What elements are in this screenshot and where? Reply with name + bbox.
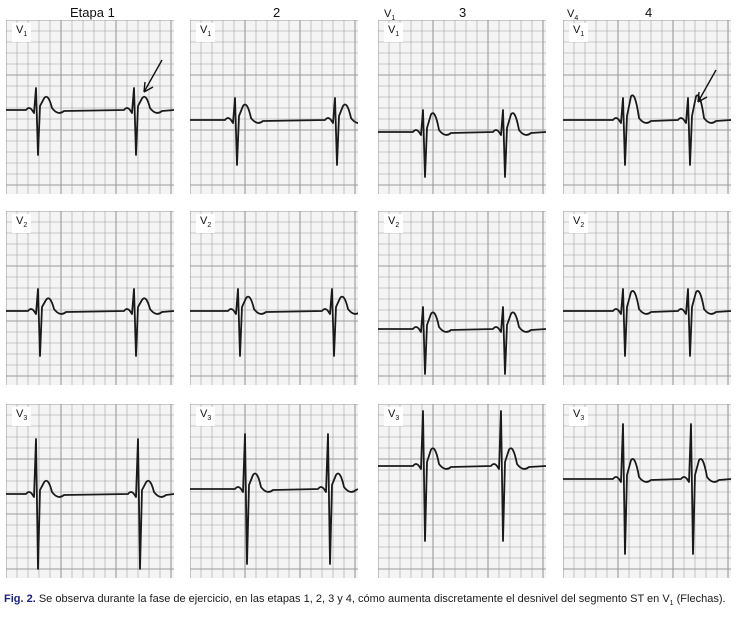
ecg-panel-row2-stage4: V2 [563, 211, 731, 385]
lead-tag: V1 [12, 23, 32, 43]
stage-label-2: 2 [273, 5, 281, 20]
ecg-panel-row3-stage2: V3 [190, 404, 358, 578]
ecg-trace-svg [378, 211, 546, 385]
ecg-trace-svg [563, 211, 731, 385]
lead-tag: V2 [12, 214, 32, 234]
ecg-trace-svg [563, 20, 731, 194]
ecg-trace-svg [190, 404, 358, 578]
ecg-paper [563, 404, 731, 578]
lead-tag: V1 [196, 23, 216, 43]
caption-text: Se observa durante la fase de ejercicio,… [35, 593, 670, 605]
ecg-trace-svg [6, 20, 174, 194]
ecg-trace-svg [378, 404, 546, 578]
caption-tail: (Flechas). [673, 593, 726, 605]
lead-tag: V2 [569, 214, 589, 234]
ecg-waveform [190, 433, 358, 565]
caption-fig-number: Fig. 2. [4, 593, 36, 605]
ecg-waveform [378, 410, 546, 542]
stage-label-3: 3 [459, 5, 467, 20]
ecg-waveform [378, 109, 546, 178]
lead-tag: V2 [384, 214, 404, 234]
corner-lead-stage-3: V1 [384, 8, 396, 23]
st-arrow-icon [143, 59, 163, 93]
lead-tag: V3 [569, 407, 589, 427]
ecg-waveform [563, 423, 731, 555]
ecg-trace-svg [6, 404, 174, 578]
ecg-trace-svg [190, 20, 358, 194]
ecg-paper [378, 211, 546, 385]
lead-tag: V1 [384, 23, 404, 43]
ecg-paper [378, 20, 546, 194]
ecg-waveform [6, 288, 174, 357]
stage-label-4: 4 [645, 5, 653, 20]
ecg-panel-row1-stage2: V1 [190, 20, 358, 194]
lead-tag: V2 [196, 214, 216, 234]
ecg-panel-row1-stage4: V1 [563, 20, 731, 194]
ecg-waveform [6, 87, 174, 156]
ecg-waveform [190, 97, 358, 166]
ecg-paper [190, 211, 358, 385]
ecg-panel-row2-stage3: V2 [378, 211, 546, 385]
ecg-trace-svg [378, 20, 546, 194]
stage-label-1: Etapa 1 [70, 5, 115, 20]
ecg-panel-row1-stage3: V1 [378, 20, 546, 194]
ecg-waveform [563, 94, 731, 166]
caption-sub: 1 [669, 600, 674, 608]
lead-tag: V3 [196, 407, 216, 427]
ecg-trace-svg [6, 211, 174, 385]
ecg-waveform [6, 438, 174, 570]
ecg-panel-row3-stage1: V3 [6, 404, 174, 578]
corner-lead-stage-4: V4 [567, 8, 579, 23]
ecg-paper [6, 211, 174, 385]
ecg-paper [190, 20, 358, 194]
ecg-trace-svg [190, 211, 358, 385]
ecg-trace-svg [563, 404, 731, 578]
ecg-waveform [190, 288, 358, 357]
lead-tag: V1 [569, 23, 589, 43]
ecg-paper [378, 404, 546, 578]
lead-tag: V3 [384, 407, 404, 427]
figure-caption: Fig. 2. Se observa durante la fase de ej… [4, 592, 744, 611]
lead-tag: V3 [12, 407, 32, 427]
ecg-panel-row2-stage1: V2 [6, 211, 174, 385]
ecg-panel-row3-stage3: V3 [378, 404, 546, 578]
ecg-panel-row3-stage4: V3 [563, 404, 731, 578]
ecg-paper [563, 211, 731, 385]
ecg-waveform [378, 306, 546, 375]
ecg-waveform [563, 288, 731, 357]
ecg-panel-row1-stage1: V1 [6, 20, 174, 194]
st-arrow-icon [697, 69, 717, 103]
ecg-panel-row2-stage2: V2 [190, 211, 358, 385]
